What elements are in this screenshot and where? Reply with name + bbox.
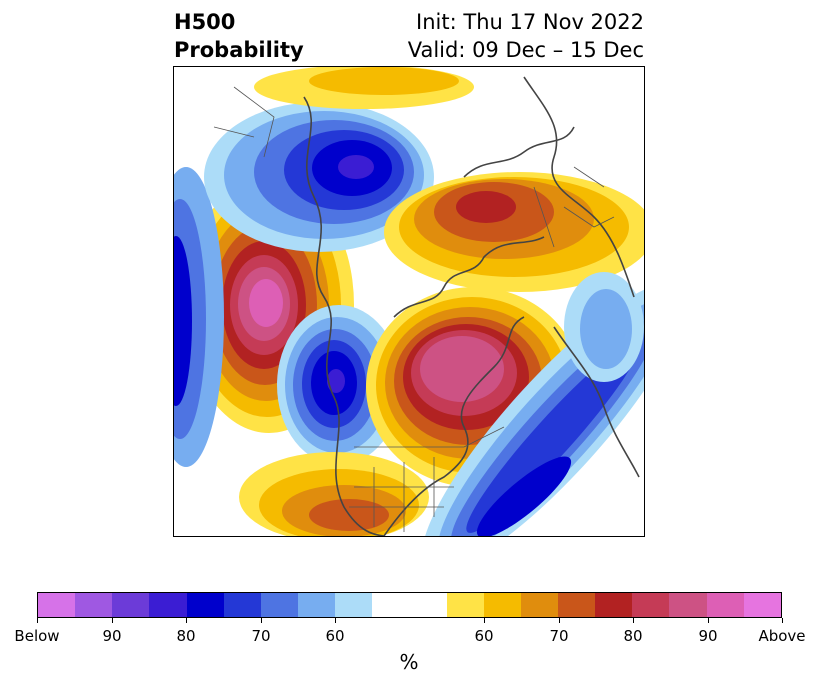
colorbar-segment [149, 593, 187, 617]
colorbar-segment [520, 593, 558, 617]
init-date: Init: Thu 17 Nov 2022 [416, 10, 644, 34]
colorbar-tick [112, 618, 113, 623]
colorbar-segment [335, 593, 373, 617]
colorbar-segment [223, 593, 261, 617]
colorbar-tick [559, 618, 560, 623]
colorbar-tick [335, 618, 336, 623]
valid-range: Valid: 09 Dec – 15 Dec [407, 38, 644, 62]
colorbar-tick [782, 618, 783, 623]
colorbar-segment [297, 593, 336, 617]
probability-map [173, 66, 645, 537]
date-info: Init: Thu 17 Nov 2022 Valid: 09 Dec – 15… [408, 8, 644, 64]
anomaly-below-east [564, 272, 644, 382]
colorbar-segment [372, 593, 410, 617]
colorbar-tick [186, 618, 187, 623]
country-borders [213, 86, 615, 532]
anomaly-above-arctic [384, 172, 644, 292]
colorbar-segment [706, 593, 744, 617]
colorbar-segment [446, 593, 484, 617]
anomaly-below-siberia [204, 102, 434, 252]
title-type: Probability [174, 38, 304, 62]
colorbar-segment [186, 593, 224, 617]
colorbar-tick-label: 80 [176, 627, 196, 645]
colorbar-tick [708, 618, 709, 623]
colorbar-segment [38, 593, 76, 617]
colorbar-tick-label: 90 [102, 627, 122, 645]
colorbar-tick [484, 618, 485, 623]
colorbar-tick [37, 618, 38, 623]
anomaly-above-north [254, 67, 474, 109]
colorbar-segment [112, 593, 150, 617]
anomaly-below-west-coast [277, 305, 401, 465]
chart-title: H500 Probability [174, 8, 304, 64]
colorbar-segment [409, 593, 447, 617]
colorbar [37, 592, 782, 618]
anomaly-below-far-west [174, 167, 224, 467]
colorbar-segment [743, 593, 781, 617]
colorbar-tick-label: 70 [251, 627, 271, 645]
colorbar-segment [669, 593, 707, 617]
coastlines [303, 76, 640, 536]
colorbar-tick-label: 70 [549, 627, 569, 645]
colorbar-tick-label: 60 [325, 627, 345, 645]
colorbar-units: % [399, 650, 419, 674]
colorbar-segment [557, 593, 596, 617]
colorbar-tick-label: 60 [474, 627, 494, 645]
colorbar-tick-label: Above [758, 627, 806, 645]
colorbar-tick-label: 80 [623, 627, 643, 645]
title-variable: H500 [174, 10, 236, 34]
colorbar-segment [632, 593, 670, 617]
map-canvas [174, 67, 644, 536]
colorbar-tick-label: 90 [698, 627, 718, 645]
anomaly-above-southwest [239, 452, 429, 536]
colorbar-segment [483, 593, 521, 617]
colorbar-segment [595, 593, 633, 617]
colorbar-tick [633, 618, 634, 623]
colorbar-tick [261, 618, 262, 623]
colorbar-segment [260, 593, 298, 617]
colorbar-segment [75, 593, 113, 617]
colorbar-tick-label: Below [14, 627, 60, 645]
